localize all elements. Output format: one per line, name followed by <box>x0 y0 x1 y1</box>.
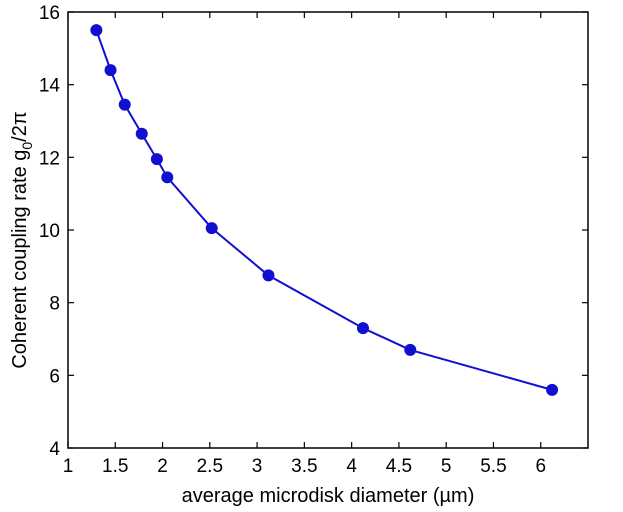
x-tick-label: 4 <box>346 456 357 477</box>
data-point <box>90 24 103 37</box>
x-tick-label: 5 <box>441 456 452 477</box>
data-point <box>135 127 148 140</box>
x-tick-labels: 1 1.5 2 2.5 3 3.5 4 4.5 5 5.5 6 <box>63 456 546 477</box>
x-tick-label: 3.5 <box>291 456 317 477</box>
data-point <box>205 222 218 235</box>
y-tick-label: 8 <box>49 294 60 315</box>
plot-area-frame <box>67 11 589 449</box>
data-point <box>150 153 163 166</box>
x-tick-label: 1 <box>63 456 74 477</box>
y-axis-title: Coherent coupling rate g0/2π <box>9 111 35 368</box>
x-axis-title: average microdisk diameter (µm) <box>182 485 475 507</box>
data-point <box>104 64 117 77</box>
x-tick-label: 5.5 <box>480 456 506 477</box>
data-point <box>161 171 174 184</box>
y-tick-label: 4 <box>49 439 60 460</box>
data-point <box>262 269 275 282</box>
x-tick-label: 2.5 <box>197 456 223 477</box>
data-point <box>546 383 559 396</box>
series-line <box>95 29 553 391</box>
data-point <box>404 343 417 356</box>
y-axis-title-main: Coherent coupling rate g <box>9 150 31 369</box>
y-axis-title-subscript: 0 <box>19 142 35 150</box>
y-tick-label: 10 <box>39 221 60 242</box>
y-tick-label: 6 <box>49 366 60 387</box>
y-tick-label: 16 <box>39 3 60 24</box>
x-tick-label: 3 <box>252 456 263 477</box>
data-point <box>118 98 131 111</box>
x-tick-label: 4.5 <box>386 456 412 477</box>
y-tick-label: 14 <box>39 76 61 97</box>
x-tick-label: 6 <box>535 456 546 477</box>
x-tick-label: 1.5 <box>102 456 128 477</box>
axis-ticks <box>67 11 588 449</box>
series-group <box>90 24 559 396</box>
y-tick-labels: 4 6 8 10 12 14 16 <box>39 3 61 460</box>
data-point <box>356 322 369 335</box>
y-tick-label: 12 <box>39 148 60 169</box>
x-tick-label: 2 <box>157 456 168 477</box>
y-axis-title-suffix: /2π <box>9 111 31 141</box>
